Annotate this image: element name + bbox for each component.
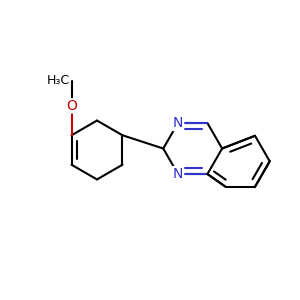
Text: N: N xyxy=(173,116,183,130)
Text: O: O xyxy=(66,99,77,113)
Text: H₃C: H₃C xyxy=(47,74,70,87)
Text: N: N xyxy=(173,167,183,181)
